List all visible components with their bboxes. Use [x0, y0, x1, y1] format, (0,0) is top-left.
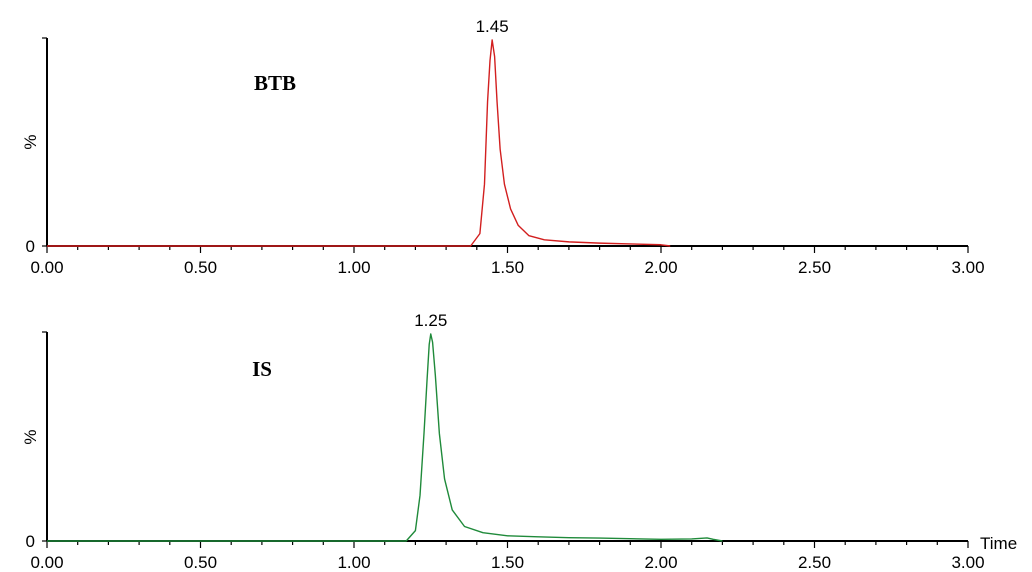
x-tick-label: 2.50 — [798, 553, 831, 572]
y-tick-label: 0 — [26, 532, 35, 551]
x-tick-label: 1.00 — [337, 258, 370, 277]
trace-title: IS — [252, 357, 272, 381]
x-tick-label: 3.00 — [951, 258, 984, 277]
series-line-1 — [47, 39, 671, 247]
x-tick-label: 3.00 — [951, 553, 984, 572]
peak-label: 1.25 — [414, 311, 447, 330]
x-axis-label: Time — [980, 534, 1017, 553]
x-tick-label: 1.50 — [491, 258, 524, 277]
x-tick-label: 2.00 — [644, 553, 677, 572]
x-tick-label: 2.50 — [798, 258, 831, 277]
chart-panel-1: 0.00 0.50 1.00 1.50 2.00 2.50 3.00 0% BTB 1.45 — [21, 17, 985, 277]
y-axis-label: % — [21, 429, 40, 444]
x-tick-label: 0.50 — [184, 258, 217, 277]
x-tick-label: 0.50 — [184, 553, 217, 572]
chart-panel-2: 0.00 0.50 1.00 1.50 2.00 2.50 3.00 0% Time IS 1.25 — [21, 311, 1017, 572]
trace-title: BTB — [254, 71, 296, 95]
x-tick-label: 0.00 — [30, 258, 63, 277]
y-axis-label: % — [21, 134, 40, 149]
y-tick-label: 0 — [26, 237, 35, 256]
chromatogram-panels: 0.00 0.50 1.00 1.50 2.00 2.50 3.000%BTB1.450.0… — [21, 17, 1017, 572]
x-tick-label: 2.00 — [644, 258, 677, 277]
series-line-1 — [47, 333, 723, 542]
x-tick-label: 1.00 — [337, 553, 370, 572]
x-tick-label: 1.50 — [491, 553, 524, 572]
peak-label: 1.45 — [476, 17, 509, 36]
x-tick-label: 0.00 — [30, 553, 63, 572]
